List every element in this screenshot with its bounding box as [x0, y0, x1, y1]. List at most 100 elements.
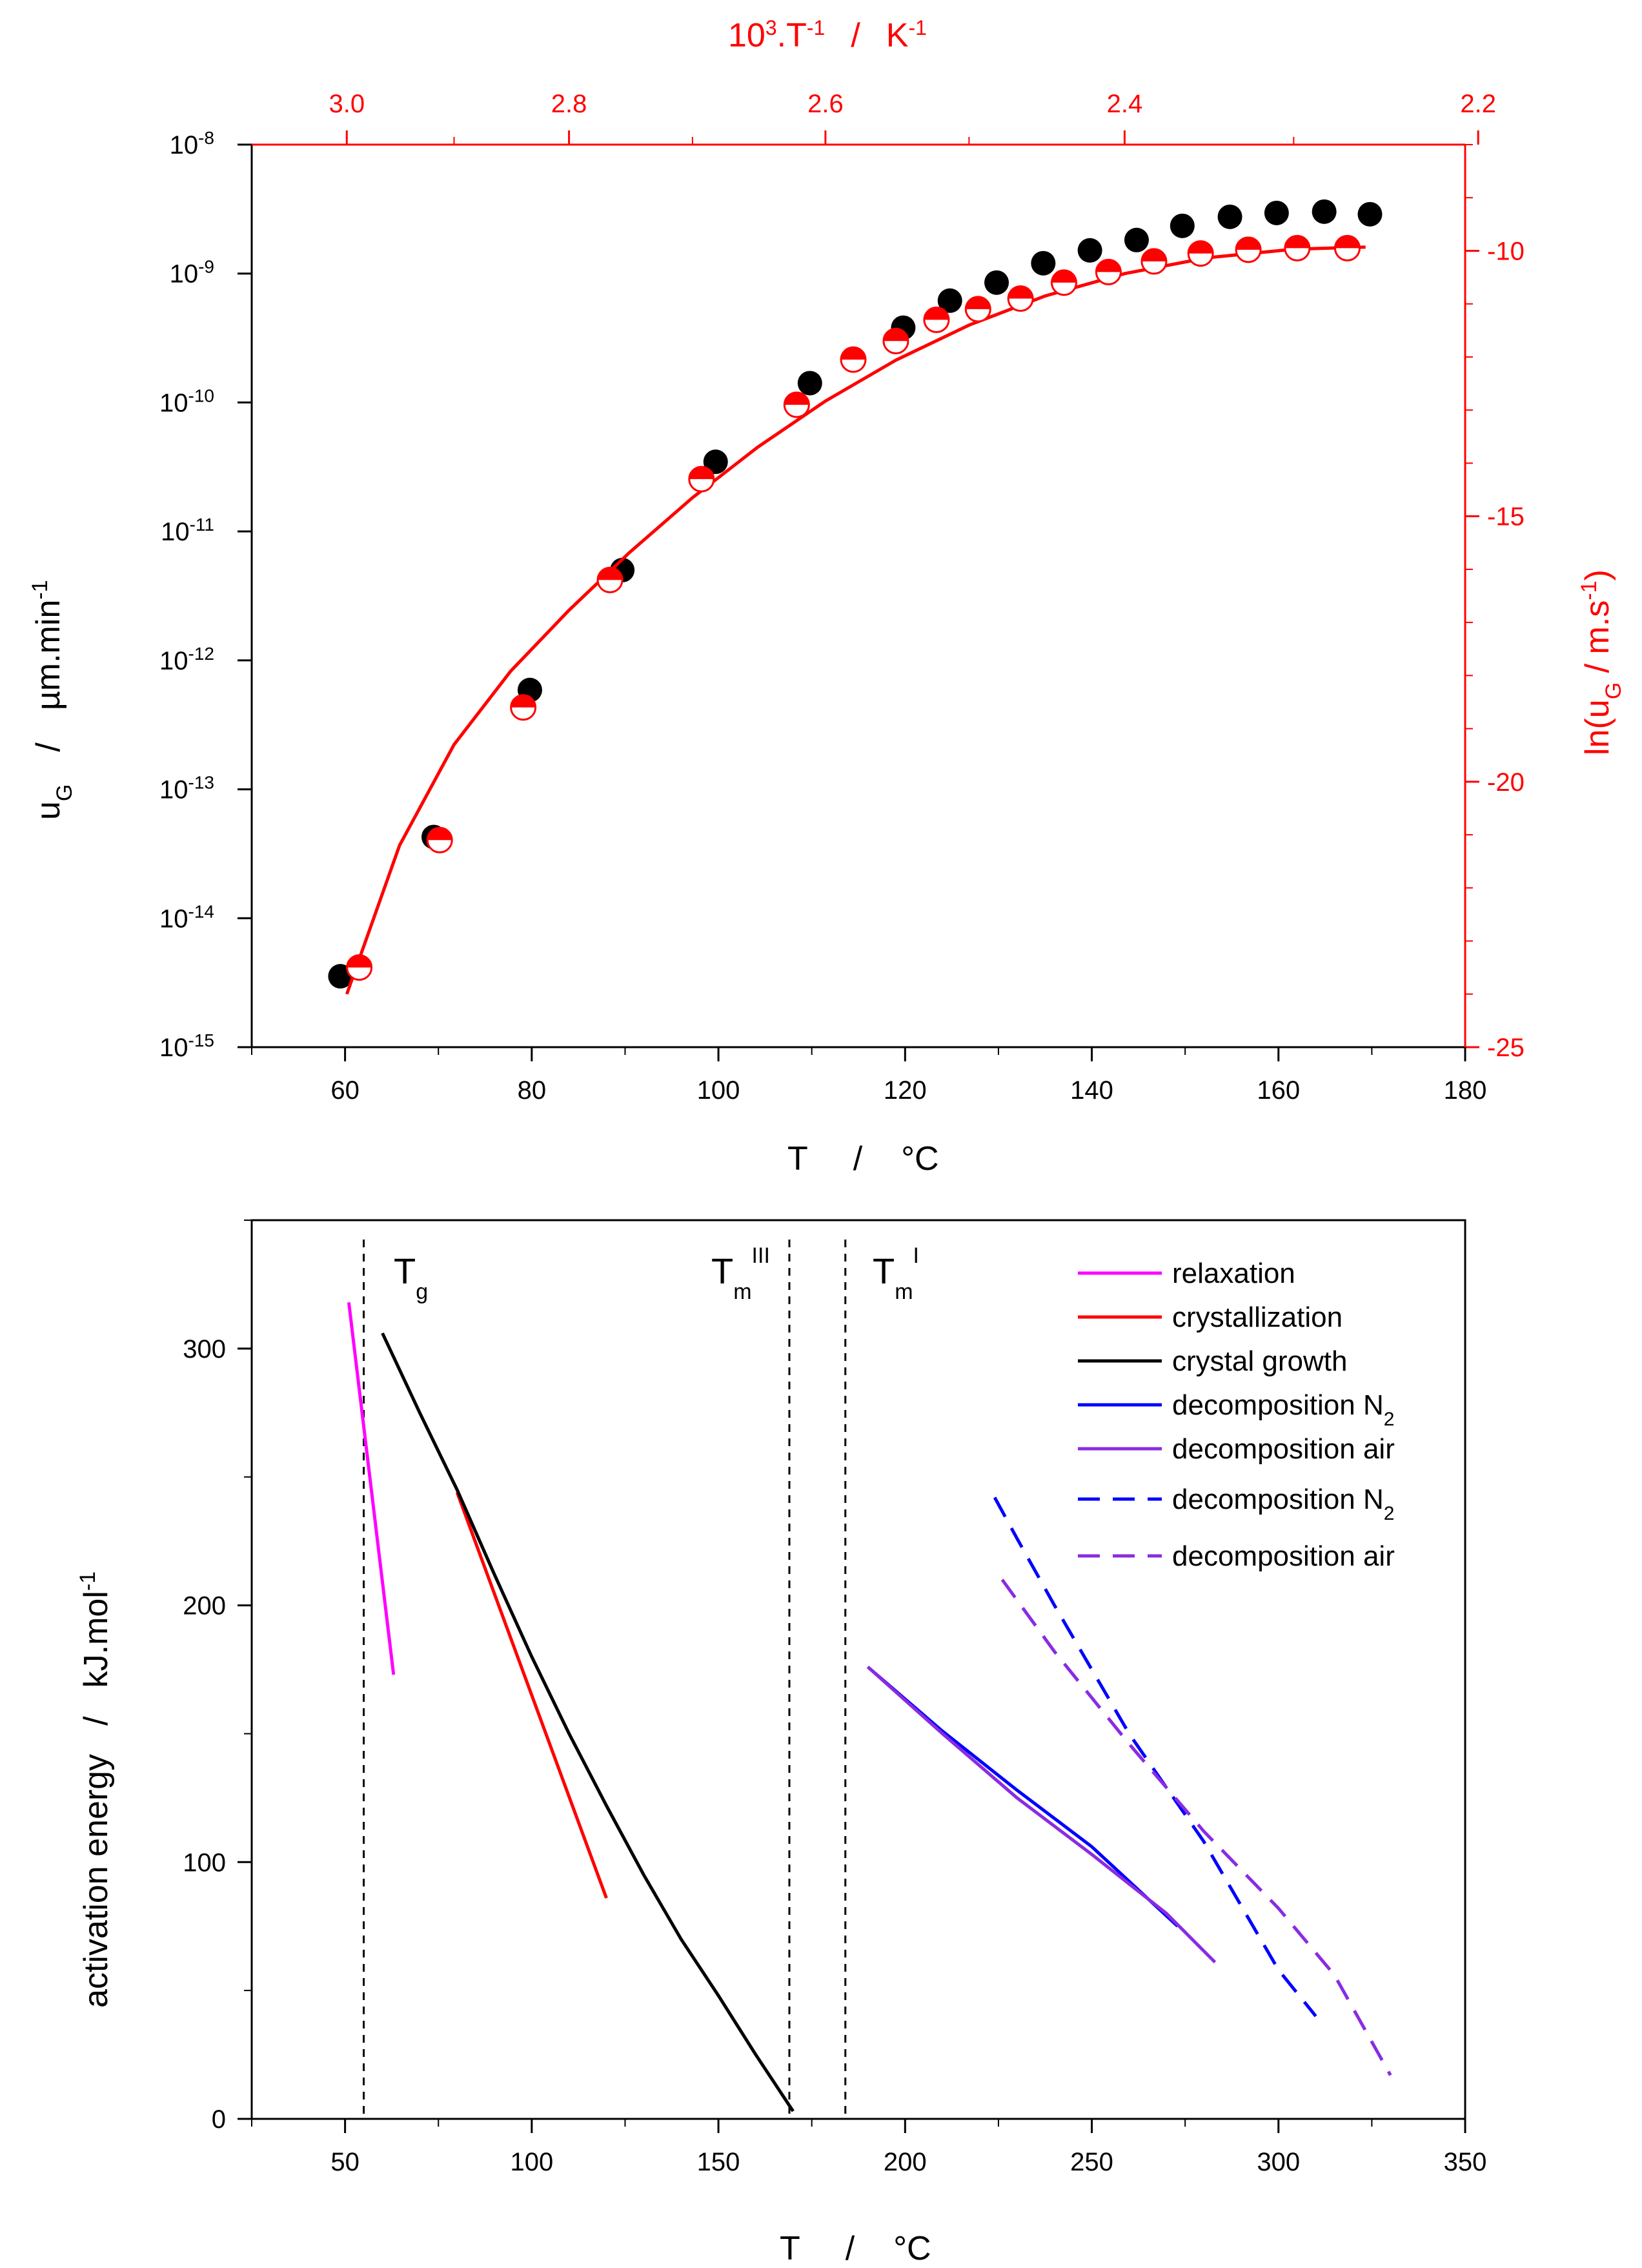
bottom-x-tick-label: 100: [510, 2148, 553, 2176]
top-y-left-tick-label: 10-15: [159, 1030, 214, 1063]
ln-ug-point-half-fill: [1051, 270, 1077, 283]
top-x-tick-label: 100: [697, 1076, 740, 1105]
ln-ug-data-point: [688, 465, 715, 493]
top-y-right-tick-label: -10: [1487, 237, 1525, 265]
ln-ug-data-point: [426, 826, 453, 853]
bottom-x-tick-label: 250: [1070, 2148, 1113, 2176]
ln-ug-point-half-fill: [1188, 241, 1213, 254]
ln-ug-data-point: [1095, 258, 1122, 285]
ln-ug-data-point: [783, 391, 810, 418]
ln-ug-data-point: [1140, 248, 1168, 275]
series-line-decomposition-air-solid-: [866, 1666, 1217, 1964]
ln-ug-data-point: [596, 566, 623, 593]
bottom-y-tick-label: 0: [212, 2105, 226, 2134]
top-inverse-tick-label: 2.8: [551, 90, 587, 118]
top-left-axis-title: uG/µm.min-1: [28, 580, 77, 820]
ln-ug-data-point: [510, 694, 537, 721]
top-y-left-tick-label: 10-12: [159, 643, 214, 675]
ln-ug-data-point: [1187, 240, 1214, 267]
legend-label: crystal growth: [1172, 1345, 1347, 1377]
ln-ug-point-half-fill: [511, 695, 536, 708]
ln-ug-point-half-fill: [1284, 236, 1310, 249]
legend-label: decomposition air: [1172, 1540, 1395, 1572]
ug-data-point: [1170, 213, 1195, 238]
ug-data-point: [937, 288, 962, 313]
top-y-left-tick-label: 10-14: [159, 901, 214, 934]
ln-ug-data-point: [1050, 269, 1077, 296]
ug-data-point: [1312, 199, 1337, 224]
top-axis-title: 103.T-1/K-1: [728, 16, 927, 54]
top-x-tick-label: 140: [1070, 1076, 1113, 1105]
top-inverse-tick-label: 2.6: [807, 90, 844, 118]
series-line-relaxation: [347, 1302, 396, 1675]
ln-ug-point-half-fill: [1236, 237, 1261, 250]
ln-ug-data-point: [1235, 236, 1262, 263]
top-y-left-tick-label: 10-13: [159, 772, 214, 804]
bottom-x-tick-label: 150: [697, 2148, 740, 2176]
legend-label: decomposition N2: [1172, 1484, 1394, 1524]
ug-data-point: [1031, 250, 1056, 276]
legend-label: crystallization: [1172, 1302, 1343, 1333]
bottom-x-axis-title: T / °C: [780, 2230, 931, 2267]
bottom-plot-frame: [250, 1219, 1466, 2120]
ln-ug-point-half-fill: [689, 467, 714, 480]
ln-ug-point-half-fill: [966, 296, 991, 309]
ug-data-point: [797, 371, 822, 396]
top-inverse-tick-label: 2.4: [1107, 90, 1143, 118]
top-x-tick-label: 60: [330, 1076, 360, 1105]
ln-ug-point-half-fill: [427, 828, 452, 841]
top-y-left-tick-label: 10-8: [170, 128, 214, 160]
bottom-y-tick-label: 200: [183, 1592, 226, 1620]
legend-label: decomposition air: [1172, 1433, 1395, 1465]
series-line-crystal-growth: [381, 1332, 795, 2112]
top-x-tick-label: 80: [518, 1076, 547, 1105]
top-y-left-tick-label: 10-11: [161, 515, 214, 547]
ln-ug-point-half-fill: [598, 567, 623, 580]
ln-ug-data-point: [1007, 285, 1034, 312]
annotation-tm-iii: TmIII: [711, 1243, 770, 1304]
ug-data-point: [1264, 200, 1289, 225]
series-line-decomposition-air-dashed-: [1000, 1578, 1392, 2076]
top-inverse-tick-label: 2.2: [1460, 90, 1496, 118]
ln-ug-data-point: [882, 327, 909, 354]
bottom-y-tick-label: 100: [183, 1848, 226, 1877]
top-x-tick-label: 180: [1444, 1076, 1487, 1105]
legend-label: relaxation: [1172, 1258, 1295, 1289]
ln-ug-point-half-fill: [1335, 236, 1360, 249]
ug-data-point: [1357, 201, 1383, 227]
bottom-y-tick-label: 300: [183, 1335, 226, 1364]
series-line-decomposition-n2-dashed-: [993, 1497, 1317, 2018]
ln-ug-data-point: [1333, 234, 1361, 261]
bottom-x-tick-label: 350: [1444, 2148, 1487, 2176]
top-y-left-tick-label: 10-10: [159, 385, 214, 418]
top-x-tick-label: 160: [1257, 1076, 1300, 1105]
ln-ug-point-half-fill: [841, 347, 866, 360]
ln-ug-point-half-fill: [924, 307, 949, 320]
ug-data-point: [1077, 238, 1102, 263]
top-y-left-tick-label: 10-9: [170, 256, 214, 289]
ln-ug-point-half-fill: [347, 955, 372, 968]
bottom-chart: 0 100 200 300 50 100 150 200 250 300 350 relaxati…: [76, 1219, 1487, 2267]
top-x-axis-title: T / °C: [787, 1140, 939, 1178]
annotation-tg: Tg: [394, 1251, 428, 1304]
bottom-x-tick-label: 50: [330, 2148, 360, 2176]
ln-ug-point-half-fill: [883, 329, 908, 342]
ln-ug-point-half-fill: [1096, 260, 1121, 272]
top-right-axis-title: ln(uG / m.s-1): [1577, 569, 1626, 755]
top-y-right-tick-label: -20: [1487, 768, 1525, 797]
ln-ug-data-point: [346, 954, 373, 981]
bottom-y-axis-title: activation energy/kJ.mol-1: [76, 1571, 115, 2008]
ug-data-point: [1124, 227, 1149, 252]
top-y-right-tick-label: -15: [1487, 503, 1525, 531]
ln-ug-data-point: [964, 296, 991, 323]
legend-label: decomposition N2: [1172, 1389, 1394, 1430]
ln-ug-point-half-fill: [1008, 286, 1033, 299]
top-x-tick-label: 120: [884, 1076, 927, 1105]
annotation-tm-i: TmI: [873, 1243, 919, 1304]
ln-ug-point-half-fill: [1141, 249, 1166, 261]
ln-ug-data-point: [1284, 234, 1311, 261]
bottom-x-tick-label: 200: [884, 2148, 927, 2176]
series-line-crystallization: [455, 1491, 608, 1899]
ln-ug-data-point: [923, 306, 950, 333]
